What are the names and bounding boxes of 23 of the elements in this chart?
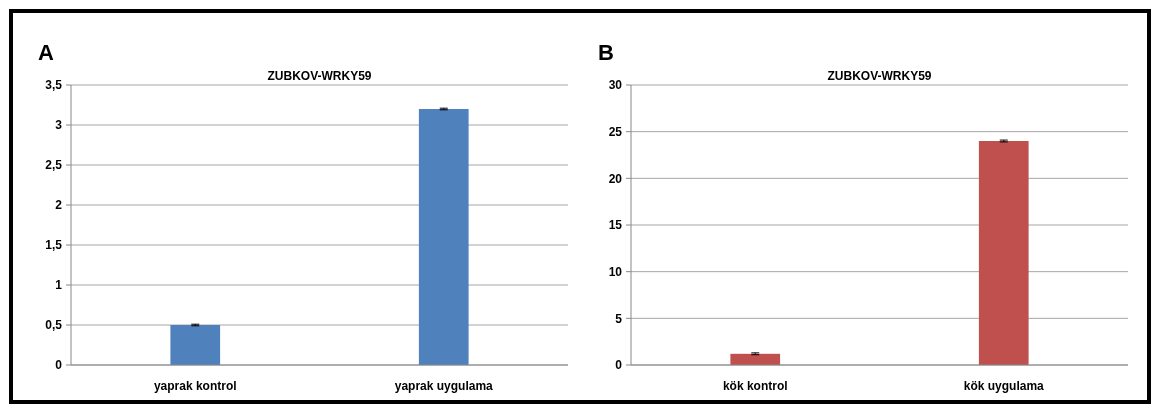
y-tick-label: 0 [55,358,63,373]
x-tick-label: kök uygulama [963,379,1045,393]
x-tick-label: yaprak kontrol [153,379,237,393]
y-tick-label: 20 [608,171,623,186]
y-tick-label: 2,5 [45,158,63,173]
x-tick-label: yaprak uygulama [394,379,494,393]
y-tick-label: 15 [608,218,623,233]
y-tick-label: 5 [615,311,623,326]
chart-title: ZUBKOV-WRKY59 [827,69,932,83]
y-tick-label: 0,5 [45,318,63,333]
y-tick-label: 10 [608,264,623,279]
y-tick-label: 3 [55,118,63,133]
chart-title: ZUBKOV-WRKY59 [267,69,372,83]
x-tick-label: kök kontrol [722,379,788,393]
y-tick-label: 1 [55,278,63,293]
text: B [598,40,614,65]
y-tick-label: 2 [55,198,63,213]
y-tick-label: 3,5 [45,78,63,93]
y-tick-label: 25 [608,124,623,139]
y-tick-label: 1,5 [45,238,63,253]
y-tick-label: 30 [608,78,623,93]
y-tick-label: 0 [615,358,623,373]
text: A [38,40,54,65]
